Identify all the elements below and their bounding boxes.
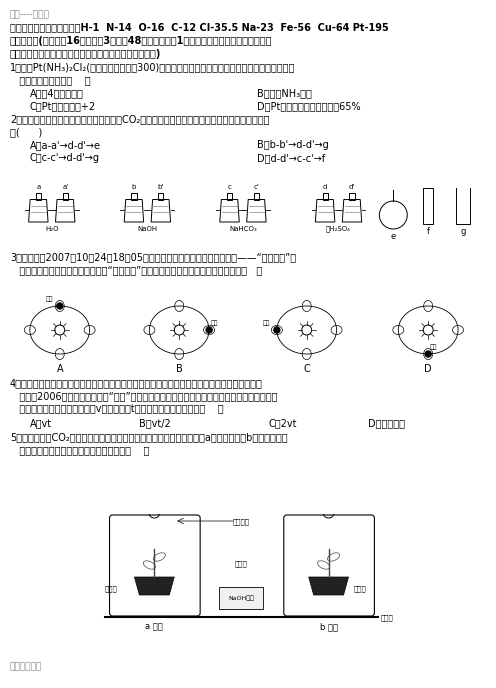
Text: 星在西昌卫星发射中心顺利升空，“嫦娥一号”发射升空时，地球在公转轨道的位置是（   ）: 星在西昌卫星发射中心顺利升空，“嫦娥一号”发射升空时，地球在公转轨道的位置是（ … — [10, 265, 262, 275]
Text: d': d' — [349, 184, 355, 190]
Circle shape — [55, 325, 64, 335]
Text: B．含有NH₃分子: B．含有NH₃分子 — [257, 88, 312, 98]
Text: b 试管: b 试管 — [319, 622, 338, 631]
Text: 瓦十林: 瓦十林 — [105, 585, 118, 592]
Text: D．Pt元素的质量百分含量为65%: D．Pt元素的质量百分含量为65% — [257, 101, 361, 111]
Bar — [131, 193, 136, 200]
Text: C．2vt: C．2vt — [269, 418, 298, 428]
Text: D．不能确定: D．不能确定 — [369, 418, 405, 428]
Text: C．c-c'→d-d'→g: C．c-c'→d-d'→g — [30, 153, 100, 163]
Text: A．a-a'→d-d'→e: A．a-a'→d-d'→e — [30, 140, 101, 150]
Text: 说法中不正确的是（    ）: 说法中不正确的是（ ） — [10, 75, 91, 85]
Text: NaOH: NaOH — [137, 226, 157, 232]
Text: 可能用到的相对原子质量：H-1  N-14  O-16  C-12 Cl-35.5 Na-23  Fe-56  Cu-64 Pt-195: 可能用到的相对原子质量：H-1 N-14 O-16 C-12 Cl-35.5 N… — [10, 22, 389, 32]
Text: 地球: 地球 — [263, 320, 270, 325]
Text: b: b — [132, 184, 136, 190]
Circle shape — [423, 325, 433, 335]
Text: NaOH溶液: NaOH溶液 — [228, 595, 254, 601]
Text: d: d — [323, 184, 327, 190]
Circle shape — [302, 325, 311, 335]
Circle shape — [57, 303, 62, 309]
Text: 是(      ): 是( ) — [10, 127, 42, 137]
Text: a 试管: a 试管 — [145, 622, 163, 631]
Text: 玻璃板: 玻璃板 — [380, 614, 393, 621]
Text: g: g — [460, 227, 466, 236]
Text: H₂O: H₂O — [45, 226, 59, 232]
Text: a: a — [36, 184, 41, 190]
Bar — [254, 193, 259, 200]
Text: 地球: 地球 — [430, 344, 437, 350]
Bar — [322, 193, 328, 200]
Text: A: A — [57, 364, 63, 374]
Polygon shape — [134, 577, 174, 595]
Text: c': c' — [253, 184, 259, 190]
Text: C: C — [304, 364, 310, 374]
Text: 2．为了净化和收集由盐酸和大理石制得的CO₂气体，从下图中选择合适的的装置并连接，合理的: 2．为了净化和收集由盐酸和大理石制得的CO₂气体，从下图中选择合适的的装置并连接… — [10, 114, 269, 124]
Text: 蒸馏水: 蒸馏水 — [354, 585, 366, 592]
Circle shape — [274, 327, 280, 333]
Text: 液H₂SO₄: 液H₂SO₄ — [326, 226, 351, 233]
Text: c: c — [228, 184, 232, 190]
Text: NaHCO₃: NaHCO₃ — [229, 226, 257, 232]
Text: 有关用塑料袋扎紧花盆的实验设计思路是（    ）: 有关用塑料袋扎紧花盆的实验设计思路是（ ） — [10, 445, 149, 455]
Text: A．由4种元素组成: A．由4种元素组成 — [30, 88, 84, 98]
Circle shape — [206, 327, 212, 333]
Bar — [349, 193, 355, 200]
Text: f: f — [427, 227, 430, 236]
Text: 加速直线运动，达到起飞速度v所需时间为t，则起飞前的运动距离为（    ）: 加速直线运动，达到起飞速度v所需时间为t，则起飞前的运动距离为（ ） — [10, 404, 224, 414]
Circle shape — [174, 325, 184, 335]
Text: b': b' — [158, 184, 164, 190]
Text: 学习----好资料: 学习----好资料 — [10, 10, 50, 19]
Text: A．vt: A．vt — [30, 418, 52, 428]
Bar — [36, 193, 41, 200]
Text: 更多精品文档: 更多精品文档 — [10, 662, 42, 671]
Bar — [62, 193, 68, 200]
Text: B．b-b'→d-d'→g: B．b-b'→d-d'→g — [257, 140, 329, 150]
Bar — [158, 193, 163, 200]
Bar — [227, 193, 232, 200]
Text: 蜡封处: 蜡封处 — [235, 560, 248, 567]
Text: 地球: 地球 — [211, 320, 219, 325]
Text: B．vt/2: B．vt/2 — [139, 418, 171, 428]
Circle shape — [425, 351, 431, 357]
Text: 得零分，将选出的答案选项字母填在答题卷的相应空格内): 得零分，将选出的答案选项字母填在答题卷的相应空格内) — [10, 49, 161, 59]
Text: e: e — [391, 232, 396, 241]
Text: B: B — [176, 364, 183, 374]
Text: D: D — [425, 364, 432, 374]
Bar — [423, 188, 433, 224]
Text: C．Pt的化合价为+2: C．Pt的化合价为+2 — [30, 101, 96, 111]
Text: 一、选择题(本大题有16题，每题3分，共48分，每题只有1个选项正确，多选、错选、不选均: 一、选择题(本大题有16题，每题3分，共48分，每题只有1个选项正确，多选、错选… — [10, 36, 272, 46]
Bar — [219, 587, 263, 609]
Text: 5．下图为探究CO₂是否为植物光合作用的原料的实验装置示意图，其中a为实验装置，b为对照装置，: 5．下图为探究CO₂是否为植物光合作用的原料的实验装置示意图，其中a为实验装置，… — [10, 432, 288, 442]
Text: 地球: 地球 — [46, 296, 53, 301]
Text: 液液棉层: 液液棉层 — [233, 518, 249, 525]
Text: 1．顺式Pt(NH₃)₂Cl₂(俗称顺铂，式量为300)是临床广泛使用的抗胰肿瘤药物，下列有关该物质的: 1．顺式Pt(NH₃)₂Cl₂(俗称顺铂，式量为300)是临床广泛使用的抗胰肿瘤… — [10, 62, 295, 72]
Text: 3．北京时间2007年10月24日18点05分我国自主研制的第一个月球探测器——“嫦娥一号”卫: 3．北京时间2007年10月24日18点05分我国自主研制的第一个月球探测器——… — [10, 252, 296, 262]
Polygon shape — [309, 577, 349, 595]
Text: 4．物体在一条直线上运动，如果在相等的时间内速度的增加值相等，这种运动就叫做匀加速直线: 4．物体在一条直线上运动，如果在相等的时间内速度的增加值相等，这种运动就叫做匀加… — [10, 378, 263, 388]
Text: a': a' — [62, 184, 68, 190]
Text: 运动。2006年我国自行研制的“歼龙”战机在某地试飞成功。假设该战机起飞前从静止开始做匀: 运动。2006年我国自行研制的“歼龙”战机在某地试飞成功。假设该战机起飞前从静止… — [10, 391, 277, 401]
Text: D．d-d'→c-c'→f: D．d-d'→c-c'→f — [257, 153, 325, 163]
